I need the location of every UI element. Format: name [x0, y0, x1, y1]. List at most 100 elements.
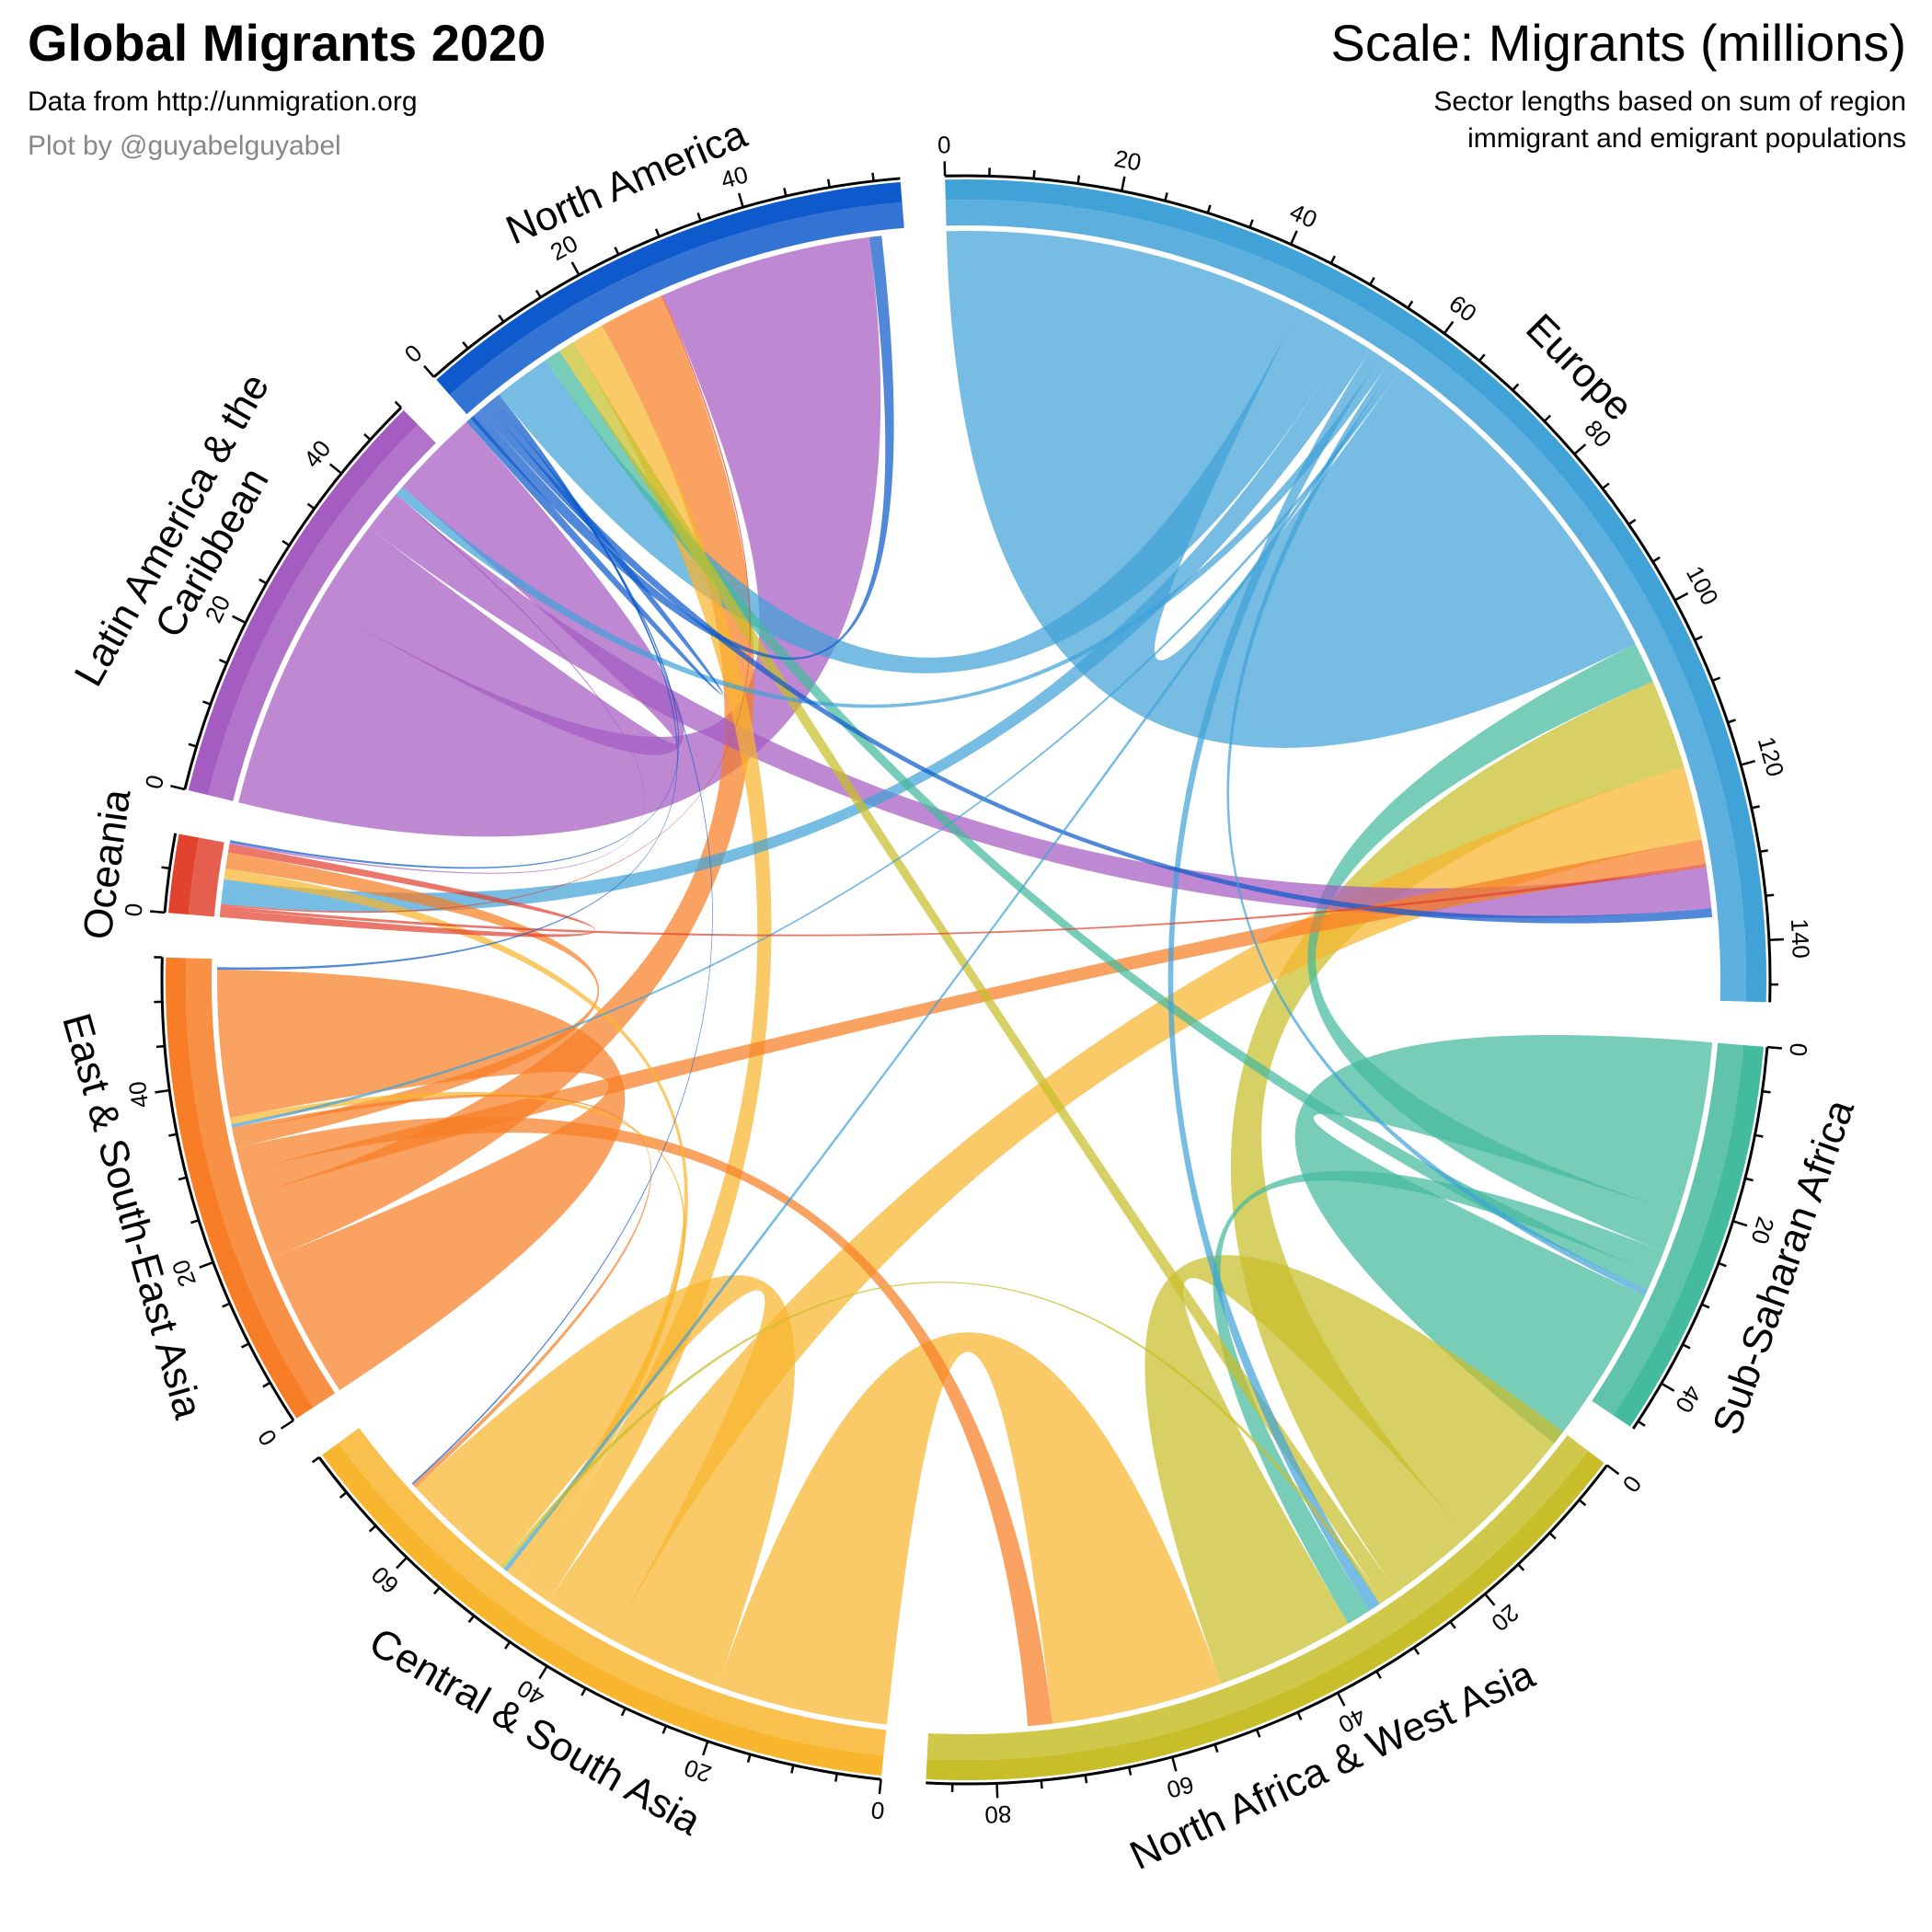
- minor-tick: [240, 1342, 250, 1349]
- tick-label: 0: [140, 772, 170, 791]
- minor-tick: [1164, 192, 1168, 201]
- chord-eu-to-eu: [946, 231, 1636, 748]
- minor-tick: [826, 178, 831, 188]
- minor-tick: [1478, 353, 1486, 362]
- minor-tick: [1084, 1775, 1088, 1784]
- minor-tick: [218, 659, 228, 664]
- minor-tick: [1128, 1766, 1133, 1776]
- major-tick: [1766, 1045, 1782, 1050]
- data-source-note: Data from http://unmigration.org: [28, 86, 418, 117]
- minor-tick: [1369, 276, 1375, 285]
- chord-ssa-to-eu: [1307, 643, 1678, 1252]
- chord-esea-to-eu: [242, 839, 1707, 1196]
- major-tick: [1290, 230, 1298, 246]
- minor-tick: [661, 1725, 668, 1734]
- minor-tick: [1694, 635, 1703, 641]
- sector-axis: [432, 177, 901, 378]
- minor-tick: [1744, 1177, 1754, 1182]
- major-tick: [232, 615, 247, 624]
- tick-label: 120: [1753, 733, 1790, 779]
- minor-tick: [202, 700, 212, 706]
- major-tick: [1768, 937, 1784, 942]
- minor-tick: [1543, 414, 1552, 422]
- minor-tick: [654, 228, 661, 237]
- major-tick: [150, 910, 166, 914]
- minor-tick: [1255, 1729, 1261, 1738]
- chord-esea-to-na: [248, 295, 754, 1259]
- tick-label: 40: [1286, 198, 1322, 234]
- minor-tick: [503, 1641, 512, 1650]
- minor-tick: [1548, 1532, 1557, 1540]
- sector-outer-band: [188, 409, 419, 796]
- chord-lac-to-lac: [318, 421, 684, 755]
- major-tick: [1732, 1220, 1748, 1227]
- chord-esea-to-esea: [216, 969, 626, 1391]
- minor-tick: [1248, 219, 1254, 228]
- major-tick: [1171, 1756, 1178, 1772]
- tick-label: 60: [1444, 289, 1482, 327]
- minor-tick: [188, 742, 197, 748]
- chord-csa-to-nawa: [718, 1332, 1222, 1725]
- sector-axis: [183, 406, 403, 790]
- tick-label: 140: [1786, 918, 1815, 960]
- minor-tick: [368, 1524, 377, 1533]
- minor-tick: [311, 1456, 320, 1464]
- sector-outer-band: [436, 181, 903, 396]
- minor-tick: [178, 1176, 188, 1181]
- major-tick: [1121, 176, 1126, 191]
- minor-tick: [1651, 556, 1661, 563]
- minor-tick: [620, 1708, 627, 1717]
- major-tick: [1484, 1593, 1496, 1606]
- minor-tick: [581, 1687, 587, 1696]
- chord-eu-to-oc: [221, 336, 1371, 913]
- minor-tick: [1032, 170, 1036, 179]
- minor-tick: [834, 1773, 838, 1782]
- minor-tick: [1682, 1343, 1691, 1350]
- minor-tick: [339, 1491, 348, 1499]
- tick-label: 60: [1164, 1770, 1197, 1803]
- minor-tick: [535, 289, 542, 298]
- sector-inner-band: [185, 958, 336, 1408]
- tick-label: 0: [399, 339, 428, 368]
- major-tick: [280, 1419, 294, 1430]
- sector-outer-band: [1613, 1044, 1764, 1427]
- minor-tick: [746, 1754, 752, 1763]
- minor-tick: [1754, 1133, 1764, 1138]
- scale-note-line-1: Sector lengths based on sum of region: [1433, 86, 1906, 117]
- major-tick: [199, 1260, 214, 1269]
- minor-tick: [1718, 1261, 1727, 1268]
- major-tick: [1673, 592, 1689, 602]
- minor-tick: [306, 502, 316, 510]
- minor-tick: [1711, 676, 1721, 683]
- chord-lac-to-na: [238, 236, 881, 837]
- chord-eu-to-lac: [396, 356, 1390, 708]
- chord-csa-to-na: [521, 325, 772, 1602]
- minor-tick: [1602, 482, 1610, 489]
- minor-tick: [1449, 1620, 1456, 1629]
- major-tick: [1740, 759, 1755, 766]
- sector-axis: [163, 833, 178, 913]
- minor-tick: [1759, 849, 1768, 854]
- major-tick: [423, 364, 435, 378]
- major-tick: [878, 1778, 882, 1795]
- major-tick: [328, 463, 342, 475]
- minor-tick: [1517, 1563, 1525, 1571]
- major-tick: [1661, 1382, 1675, 1392]
- minor-tick: [1637, 1420, 1646, 1427]
- minor-tick: [1040, 1780, 1043, 1789]
- minor-tick: [696, 213, 702, 222]
- minor-tick: [190, 1219, 200, 1225]
- minor-tick: [1076, 175, 1081, 184]
- minor-tick: [790, 1765, 795, 1774]
- sector-outer-band: [926, 1450, 1604, 1780]
- sector-inner-band: [188, 837, 224, 917]
- chord-nawa-to-nawa: [1144, 1255, 1563, 1685]
- tick-label: 0: [252, 1424, 282, 1451]
- minor-tick: [168, 1133, 178, 1137]
- minor-tick: [614, 247, 620, 256]
- major-tick: [995, 1783, 999, 1799]
- major-tick: [155, 1088, 170, 1094]
- major-tick: [396, 1557, 408, 1570]
- tick-label: 100: [1681, 561, 1724, 609]
- minor-tick: [1727, 719, 1736, 724]
